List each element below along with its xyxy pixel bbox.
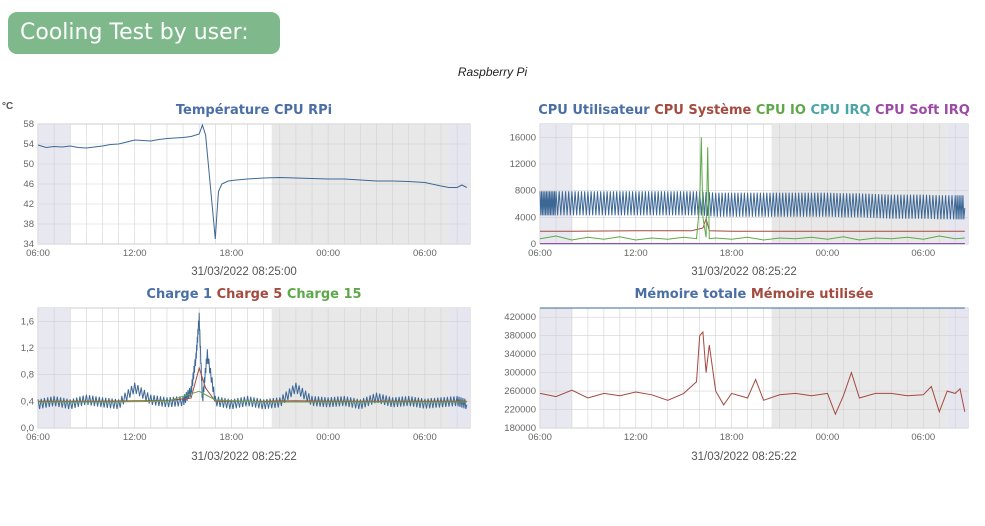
y-unit-label: °C [2,101,13,112]
chart-title: Charge 1 Charge 5 Charge 15 [146,287,361,302]
y-tick-label: 180000 [504,423,536,434]
x-tick-label: 06:00 [528,248,552,259]
x-tick-label: 00:00 [816,432,840,443]
x-tick-label: 06:00 [26,432,50,443]
x-tick-label: 18:00 [720,432,744,443]
chart-title: CPU Utilisateur CPU Système CPU IO CPU I… [538,103,970,118]
y-tick-label: 38 [23,219,34,230]
legend-entry[interactable]: Température CPU RPi [176,103,332,118]
cpu-chart: 16000 12000 8000 4000 0 06:00 12:00 18:00 00:00 0… [490,95,985,280]
page-badge: Cooling Test by user: [8,12,280,54]
x-tick-label: 18:00 [220,248,244,259]
series-line [37,312,468,410]
legend-entry[interactable]: Charge 5 [212,287,282,302]
y-tick-label: 1,2 [21,343,34,354]
y-tick-label: 420000 [504,312,536,323]
y-tick-label: 0,8 [21,370,34,381]
y-tick-label: 16000 [510,132,536,143]
load-chart: 1,6 1,2 0,8 0,4 0,0 06:00 12:00 18:00 00:00 06:00… [0,280,480,465]
chart-title: Mémoire totale Mémoire utilisée [634,287,873,302]
x-tick-label: 12:00 [624,248,648,259]
y-tick-label: 42 [23,199,34,210]
temperature-chart: 58 54 50 46 42 38 34 06:00 12:00 18:00 00:00 06:00 °… [0,95,480,280]
y-tick-label: 300000 [504,368,536,379]
legend-entry[interactable]: Charge 1 [146,287,212,302]
x-tick-label: 06:00 [413,432,437,443]
y-tick-label: 1,6 [21,316,34,327]
y-tick-label: 4000 [515,212,536,223]
night-shading [947,124,968,244]
x-tick-label: 00:00 [316,432,340,443]
night-shading [947,308,968,428]
y-tick-label: 380000 [504,331,536,342]
series-line [539,137,965,241]
legend-entry[interactable]: CPU Soft IRQ [871,103,970,118]
chart-timestamp: 31/03/2022 08:25:22 [691,451,797,463]
legend-entry[interactable]: CPU Utilisateur [538,103,650,118]
legend-entry[interactable]: Mémoire totale [634,287,746,302]
chart-svg: 420000 380000 340000 300000 260000 220000 1800… [504,287,969,463]
x-tick-label: 06:00 [413,248,437,259]
x-tick-label: 06:00 [26,248,50,259]
x-tick-label: 00:00 [816,248,840,259]
y-tick-label: 340000 [504,349,536,360]
memory-chart: 420000 380000 340000 300000 260000 220000 1800… [490,280,985,465]
legend-entry[interactable]: CPU IO [751,103,806,118]
y-tick-label: 46 [23,179,34,190]
x-tick-label: 06:00 [528,432,552,443]
chart-timestamp: 31/03/2022 08:25:00 [191,266,297,278]
legend-entry[interactable]: CPU Système [650,103,752,118]
series-line [37,123,468,240]
chart-timestamp: 31/03/2022 08:25:22 [191,451,297,463]
series-line [539,191,966,220]
chart-title: Température CPU RPi [176,103,332,118]
series-line [539,330,966,416]
x-tick-label: 06:00 [911,248,935,259]
y-tick-label: 54 [23,139,34,150]
y-tick-label: 12000 [510,159,536,170]
y-tick-label: 0,4 [21,396,34,407]
y-tick-label: 220000 [504,405,536,416]
legend-entry[interactable]: Mémoire utilisée [746,287,873,302]
y-tick-label: 34 [23,239,34,250]
x-tick-label: 00:00 [316,248,340,259]
y-tick-label: 260000 [504,386,536,397]
legend-entry[interactable]: CPU IRQ [806,103,871,118]
x-tick-label: 12:00 [123,248,147,259]
x-tick-label: 12:00 [624,432,648,443]
chart-timestamp: 31/03/2022 08:25:22 [691,266,797,278]
legend-entry[interactable]: Charge 15 [282,287,361,302]
y-tick-label: 0,0 [21,423,34,434]
y-tick-label: 58 [23,119,34,130]
night-shading [449,308,470,428]
x-tick-label: 06:00 [911,432,935,443]
x-tick-label: 12:00 [123,432,147,443]
x-tick-label: 18:00 [720,248,744,259]
chart-svg: 1,61,20,80,40,006:00 12:00 18:00 00:00 06:00… [21,287,471,463]
y-tick-label: 0 [531,239,536,250]
series-line [38,366,467,402]
x-tick-label: 18:00 [220,432,244,443]
page-subtitle: Raspberry Pi [457,65,528,79]
y-tick-label: 50 [23,159,34,170]
series-line [540,216,965,232]
y-tick-label: 8000 [515,186,536,197]
series-line [38,390,467,403]
